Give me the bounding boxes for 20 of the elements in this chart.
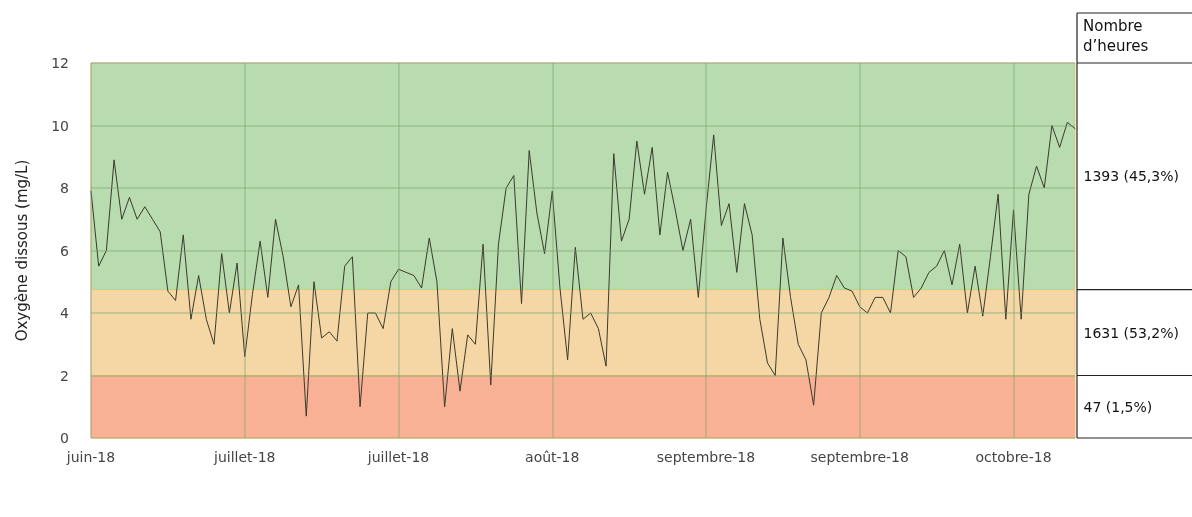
x-tick-label: août-18 [525, 449, 580, 465]
x-tick-label: septembre-18 [656, 449, 756, 465]
band-label: 1393 (45,3%) [1083, 168, 1179, 185]
band-label: 47 (1,5%) [1083, 398, 1153, 415]
x-tick-label: octobre-18 [975, 449, 1052, 465]
y-tick-label: 12 [51, 55, 69, 71]
x-tick-label: juillet-18 [366, 449, 430, 465]
text: Nombre d’heures [1083, 17, 1149, 55]
y-tick-label: 4 [60, 305, 70, 321]
y-tick-label: 8 [60, 180, 69, 196]
line-series [90, 121, 1076, 417]
x-tick-label: septembre-18 [810, 449, 909, 465]
y-axis-title: Oxygène dissous (mg/L) [12, 159, 31, 342]
y-tick-label: 10 [51, 117, 69, 134]
band-label: 1631 (53,2%) [1083, 324, 1179, 341]
y-tick-label: 2 [60, 367, 69, 384]
x-tick-label: juillet-18 [213, 449, 276, 465]
y-tick-label: 0 [60, 430, 69, 446]
x-tick-label: juin-18 [65, 449, 116, 465]
y-tick-label: 6 [60, 242, 70, 259]
